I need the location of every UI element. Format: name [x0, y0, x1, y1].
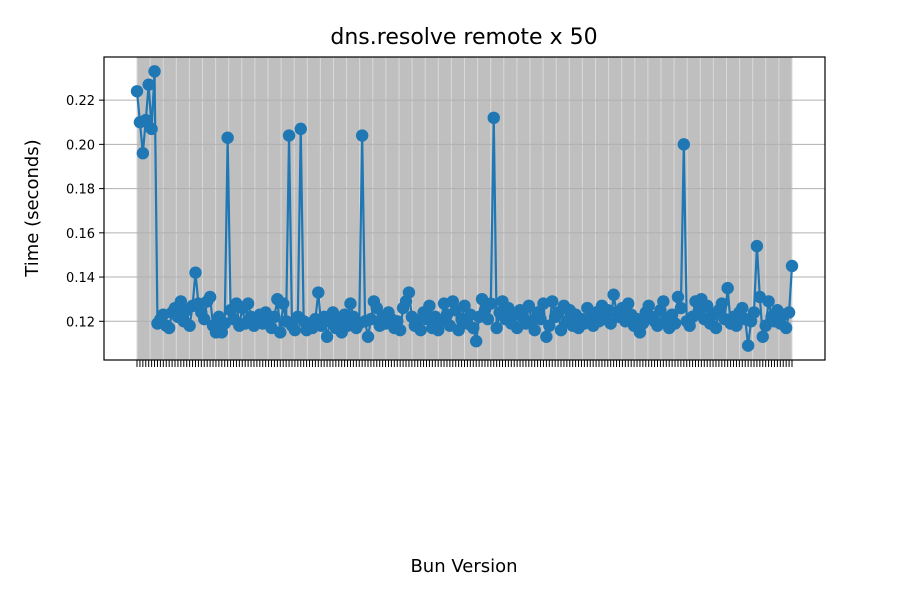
data-point [294, 122, 307, 136]
chart-title: dns.resolve remote x 50 [330, 25, 597, 50]
data-point [677, 138, 691, 151]
data-point [414, 323, 427, 337]
data-point [487, 111, 500, 125]
data-point [622, 297, 635, 310]
data-point [136, 147, 150, 160]
data-point [522, 299, 536, 313]
data-point [274, 326, 287, 339]
data-point [162, 321, 176, 335]
data-point [481, 312, 495, 326]
data-point [785, 259, 799, 273]
data-point [241, 297, 255, 310]
data-point [642, 299, 655, 313]
data-point [221, 131, 234, 144]
data-point [282, 129, 296, 142]
data-point [651, 319, 664, 332]
data-point [554, 323, 568, 337]
y-tick-label: 0.12 [66, 315, 95, 330]
data-point [203, 290, 217, 304]
data-point [198, 312, 211, 326]
data-point [709, 321, 723, 335]
data-point [423, 299, 436, 313]
data-point [145, 122, 158, 136]
data-point [130, 85, 144, 98]
data-point [756, 330, 769, 343]
x-axis [136, 360, 793, 367]
data-point [467, 321, 480, 335]
data-point [607, 288, 620, 301]
data-point [528, 323, 541, 337]
y-tick-label: 0.22 [66, 94, 95, 109]
data-point [174, 295, 188, 308]
data-point [320, 330, 334, 343]
data-point [490, 321, 503, 335]
data-point [782, 306, 796, 319]
data-point [534, 312, 547, 326]
y-tick-label: 0.18 [66, 183, 95, 198]
data-point [741, 339, 755, 352]
x-axis-title: Bun Version [410, 556, 517, 577]
data-point [469, 335, 483, 348]
data-point [657, 295, 670, 308]
data-point [668, 317, 682, 330]
data-point [344, 297, 357, 310]
data-point [189, 266, 202, 279]
data-point [393, 323, 407, 337]
data-point [361, 330, 375, 343]
data-point [355, 129, 369, 142]
data-point [721, 281, 734, 295]
y-tick-label: 0.16 [66, 227, 95, 242]
data-point [139, 113, 152, 127]
data-point [730, 319, 743, 332]
y-tick-label: 0.20 [66, 138, 95, 153]
data-point [458, 299, 471, 313]
data-point [750, 239, 764, 253]
data-point [148, 65, 161, 78]
data-point [604, 317, 617, 330]
data-point [671, 290, 685, 304]
y-axis: 0.12 0.14 0.16 0.18 0.20 0.22 [66, 94, 104, 330]
data-point [142, 78, 155, 91]
data-point [701, 299, 714, 313]
data-point [674, 301, 688, 315]
data-point [543, 319, 556, 332]
points-layer [130, 65, 799, 352]
data-point [364, 312, 378, 326]
data-point [277, 297, 290, 310]
data-point [312, 286, 325, 299]
data-point [546, 295, 559, 308]
data-point [370, 301, 383, 315]
data-point [484, 297, 498, 310]
y-axis-title: Time (seconds) [22, 139, 43, 277]
data-point [268, 310, 281, 324]
data-point [183, 319, 196, 332]
data-point [715, 297, 729, 310]
y-tick-label: 0.14 [66, 271, 95, 286]
data-point [402, 286, 416, 299]
data-point [762, 295, 775, 308]
data-point [540, 330, 553, 343]
data-point [452, 323, 465, 337]
data-point [736, 301, 749, 315]
data-point [747, 306, 761, 319]
data-point [636, 317, 650, 330]
data-point [288, 323, 302, 337]
data-point [779, 321, 793, 335]
